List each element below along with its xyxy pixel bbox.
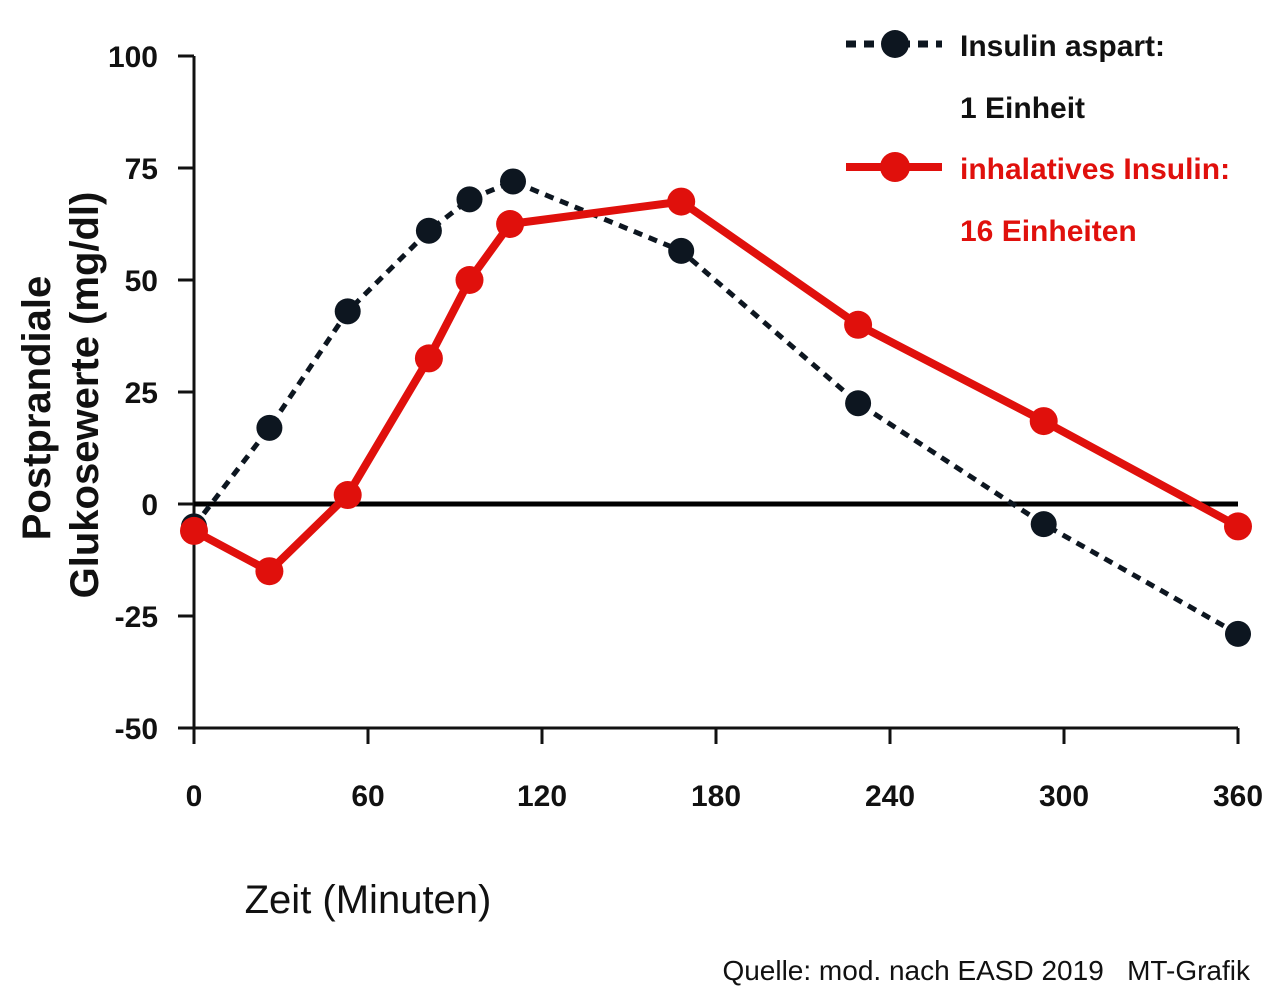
legend-label-inhaled-line1: inhalatives Insulin: bbox=[960, 153, 1230, 186]
data-point-insulin-aspart bbox=[334, 298, 361, 325]
legend-label-aspart-line1: Insulin aspart: bbox=[960, 30, 1165, 63]
y-axis-title-line1: Postprandiale bbox=[15, 276, 59, 541]
legend-swatch-aspart-marker bbox=[881, 30, 909, 58]
x-tick-label: 60 bbox=[351, 780, 384, 813]
y-axis-title-line2: Glukosewerte (mg/dl) bbox=[63, 192, 107, 599]
y-tick-label: -25 bbox=[115, 601, 158, 634]
x-tick-label: 180 bbox=[691, 780, 741, 813]
x-tick-label: 360 bbox=[1213, 780, 1263, 813]
data-point-inhaled-insulin bbox=[180, 516, 208, 545]
series-line-insulin-aspart bbox=[192, 178, 1240, 637]
data-point-inhaled-insulin bbox=[844, 310, 873, 339]
data-point-insulin-aspart bbox=[668, 237, 695, 264]
x-tick-label: 240 bbox=[865, 780, 915, 813]
data-point-inhaled-insulin bbox=[255, 557, 284, 586]
y-tick-label: 75 bbox=[125, 153, 158, 186]
data-point-inhaled-insulin bbox=[1029, 407, 1058, 436]
legend-swatch-inhaled-marker bbox=[880, 152, 910, 182]
data-point-inhaled-insulin bbox=[1224, 512, 1252, 541]
data-point-inhaled-insulin bbox=[455, 266, 484, 294]
y-axis-title: Postprandiale Glukosewerte (mg/dl) bbox=[15, 192, 107, 599]
source-credit: Quelle: mod. nach EASD 2019 MT-Grafik bbox=[722, 955, 1251, 986]
data-point-insulin-aspart bbox=[415, 217, 442, 244]
data-point-insulin-aspart bbox=[1030, 511, 1057, 538]
y-tick-label: 0 bbox=[141, 489, 158, 522]
y-tick-label: -50 bbox=[115, 713, 158, 746]
data-point-inhaled-insulin bbox=[496, 210, 525, 238]
x-tick-label: 300 bbox=[1039, 780, 1089, 813]
data-point-inhaled-insulin bbox=[414, 344, 443, 373]
legend-label-inhaled-line2: 16 Einheiten bbox=[960, 215, 1137, 248]
x-ticks: 0 60 120 180 240 300 360 bbox=[186, 728, 1263, 813]
data-point-insulin-aspart bbox=[845, 390, 872, 417]
data-point-inhaled-insulin bbox=[333, 481, 362, 510]
legend-label-aspart-line2: 1 Einheit bbox=[960, 92, 1085, 125]
data-point-inhaled-insulin bbox=[667, 187, 696, 216]
x-tick-label: 0 bbox=[186, 780, 203, 813]
series-line-inhaled-insulin bbox=[192, 197, 1240, 576]
data-point-insulin-aspart bbox=[1225, 620, 1251, 647]
y-ticks: 100 75 50 25 0 -25 -50 bbox=[108, 41, 194, 746]
y-tick-label: 25 bbox=[125, 377, 158, 410]
x-axis-title: Zeit (Minuten) bbox=[245, 878, 492, 922]
y-tick-label: 100 bbox=[108, 41, 158, 74]
x-tick-label: 120 bbox=[517, 780, 567, 813]
data-point-insulin-aspart bbox=[500, 168, 526, 195]
legend: Insulin aspart: 1 Einheit inhalatives In… bbox=[846, 30, 1230, 248]
y-tick-label: 50 bbox=[125, 265, 158, 298]
data-point-insulin-aspart bbox=[256, 414, 283, 441]
data-point-insulin-aspart bbox=[456, 186, 483, 213]
series-layer bbox=[180, 168, 1252, 647]
